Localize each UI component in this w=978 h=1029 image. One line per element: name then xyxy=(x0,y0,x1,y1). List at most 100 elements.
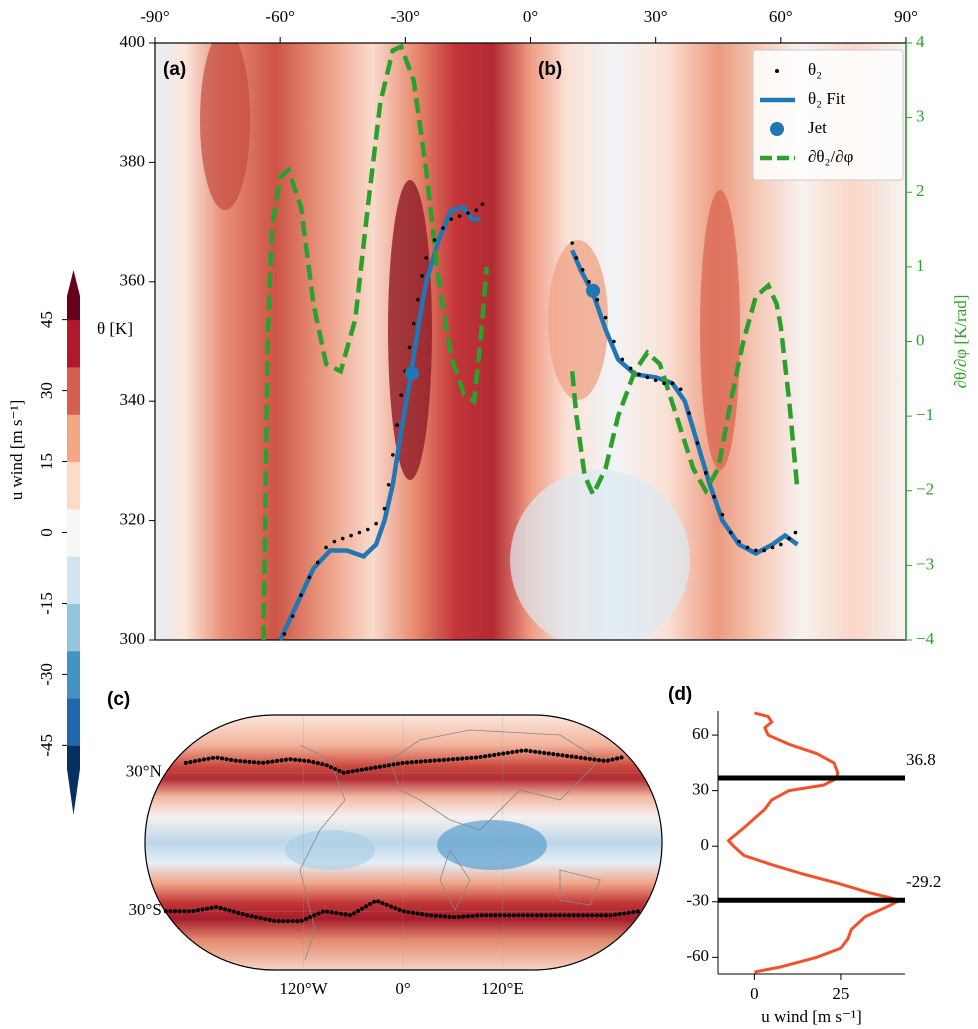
jet-track xyxy=(183,748,624,775)
point xyxy=(332,539,337,544)
point xyxy=(653,378,658,383)
legend-label: θ₂ Fit xyxy=(808,89,845,108)
panel-label: (a) xyxy=(163,59,186,80)
point xyxy=(670,381,675,386)
legend-label: θ₂ xyxy=(808,60,822,79)
point xyxy=(737,539,741,544)
point xyxy=(386,482,391,487)
colorbar-level xyxy=(67,508,80,533)
x-tick-label: -90° xyxy=(140,7,169,26)
colorbar-level xyxy=(67,698,80,723)
point xyxy=(480,202,485,206)
y2-tick-label: 3 xyxy=(916,107,925,126)
x-tick-label: 0° xyxy=(523,7,538,26)
y2-tick-label: −1 xyxy=(916,405,934,424)
legend-label: Jet xyxy=(808,118,827,137)
colorbar-level xyxy=(67,627,80,652)
colorbar-level xyxy=(67,319,80,344)
wind-profile xyxy=(726,711,902,974)
point xyxy=(612,339,616,344)
legend-swatch xyxy=(770,122,784,136)
point xyxy=(411,321,416,326)
y-tick-label: 340 xyxy=(120,390,146,409)
legend-swatch xyxy=(775,69,779,73)
y-tick-label: 30°N xyxy=(126,762,162,781)
map-frame xyxy=(144,714,663,971)
colorbar-level xyxy=(67,437,80,463)
point xyxy=(407,345,412,350)
y-tick-label: 60 xyxy=(692,724,709,743)
point xyxy=(307,575,312,580)
x-tick-label: 30° xyxy=(644,7,668,26)
point xyxy=(595,297,600,302)
colorbar-label: u wind [m s⁻¹] xyxy=(7,400,26,500)
point xyxy=(349,533,353,538)
point xyxy=(424,256,428,260)
x-tick-label: 120°W xyxy=(279,979,328,998)
colorbar-level xyxy=(67,674,80,699)
colorbar-level xyxy=(67,414,80,439)
x-tick-label: 60° xyxy=(769,7,793,26)
colorbar-level xyxy=(67,650,80,675)
panel-label: (b) xyxy=(538,59,562,80)
colorbar-tick-label: -30 xyxy=(37,663,56,686)
colorbar-level xyxy=(67,366,80,392)
point xyxy=(712,494,716,499)
point xyxy=(399,393,403,398)
point xyxy=(637,372,641,377)
x-tick-label: 0 xyxy=(750,984,759,1003)
y2-tick-label: 4 xyxy=(916,32,925,51)
point xyxy=(299,593,303,598)
colorbar-extend xyxy=(67,769,80,815)
colorbar-tick-label: 0 xyxy=(37,528,56,537)
point xyxy=(787,536,791,541)
point xyxy=(449,217,454,221)
point xyxy=(687,411,691,415)
derivative-line xyxy=(261,43,800,641)
x-tick-label: -30° xyxy=(391,7,420,26)
map-field xyxy=(145,715,662,970)
y2-axis-label: ∂θ/∂φ [K/rad] xyxy=(951,295,970,389)
colorbar-tick-label: 45 xyxy=(37,311,56,328)
point xyxy=(374,521,378,526)
y2-tick-label: 2 xyxy=(916,181,925,200)
y2-tick-label: −2 xyxy=(916,480,934,499)
x-tick-label: 0° xyxy=(395,979,410,998)
legend-box xyxy=(752,49,904,181)
y-tick-label: 360 xyxy=(120,271,146,290)
x-axis-label: u wind [m s⁻¹] xyxy=(761,1007,861,1026)
y2-tick-label: 1 xyxy=(916,256,925,275)
point xyxy=(340,536,345,541)
point xyxy=(754,548,758,553)
point xyxy=(324,545,328,550)
point xyxy=(628,366,633,371)
y-tick-label: 380 xyxy=(120,151,146,170)
point xyxy=(587,280,591,284)
colorbar-tick-label: -45 xyxy=(37,734,56,757)
point xyxy=(720,512,725,517)
colorbar-tick-label: 15 xyxy=(37,453,56,470)
point xyxy=(420,274,424,278)
colorbar-tick-label: 30 xyxy=(37,382,56,399)
point xyxy=(620,357,625,362)
y-tick-label: 30°S xyxy=(129,900,162,919)
point xyxy=(391,453,395,457)
point xyxy=(770,545,775,550)
y-tick-label: -30 xyxy=(686,891,709,910)
y-tick-label: 320 xyxy=(120,510,146,529)
colorbar-level xyxy=(67,390,80,415)
y2-tick-label: −3 xyxy=(916,554,934,573)
x-tick-label: 90° xyxy=(894,7,918,26)
y-tick-label: 400 xyxy=(120,32,146,51)
x-tick-label: 25 xyxy=(832,984,849,1003)
point xyxy=(762,548,766,553)
point xyxy=(432,238,437,242)
jet-label: 36.8 xyxy=(906,750,936,769)
colorbar-extend xyxy=(67,270,80,296)
point xyxy=(382,506,387,511)
jet-marker xyxy=(405,366,420,381)
y2-tick-label: −4 xyxy=(916,629,935,648)
point xyxy=(678,387,683,392)
point xyxy=(703,471,708,475)
